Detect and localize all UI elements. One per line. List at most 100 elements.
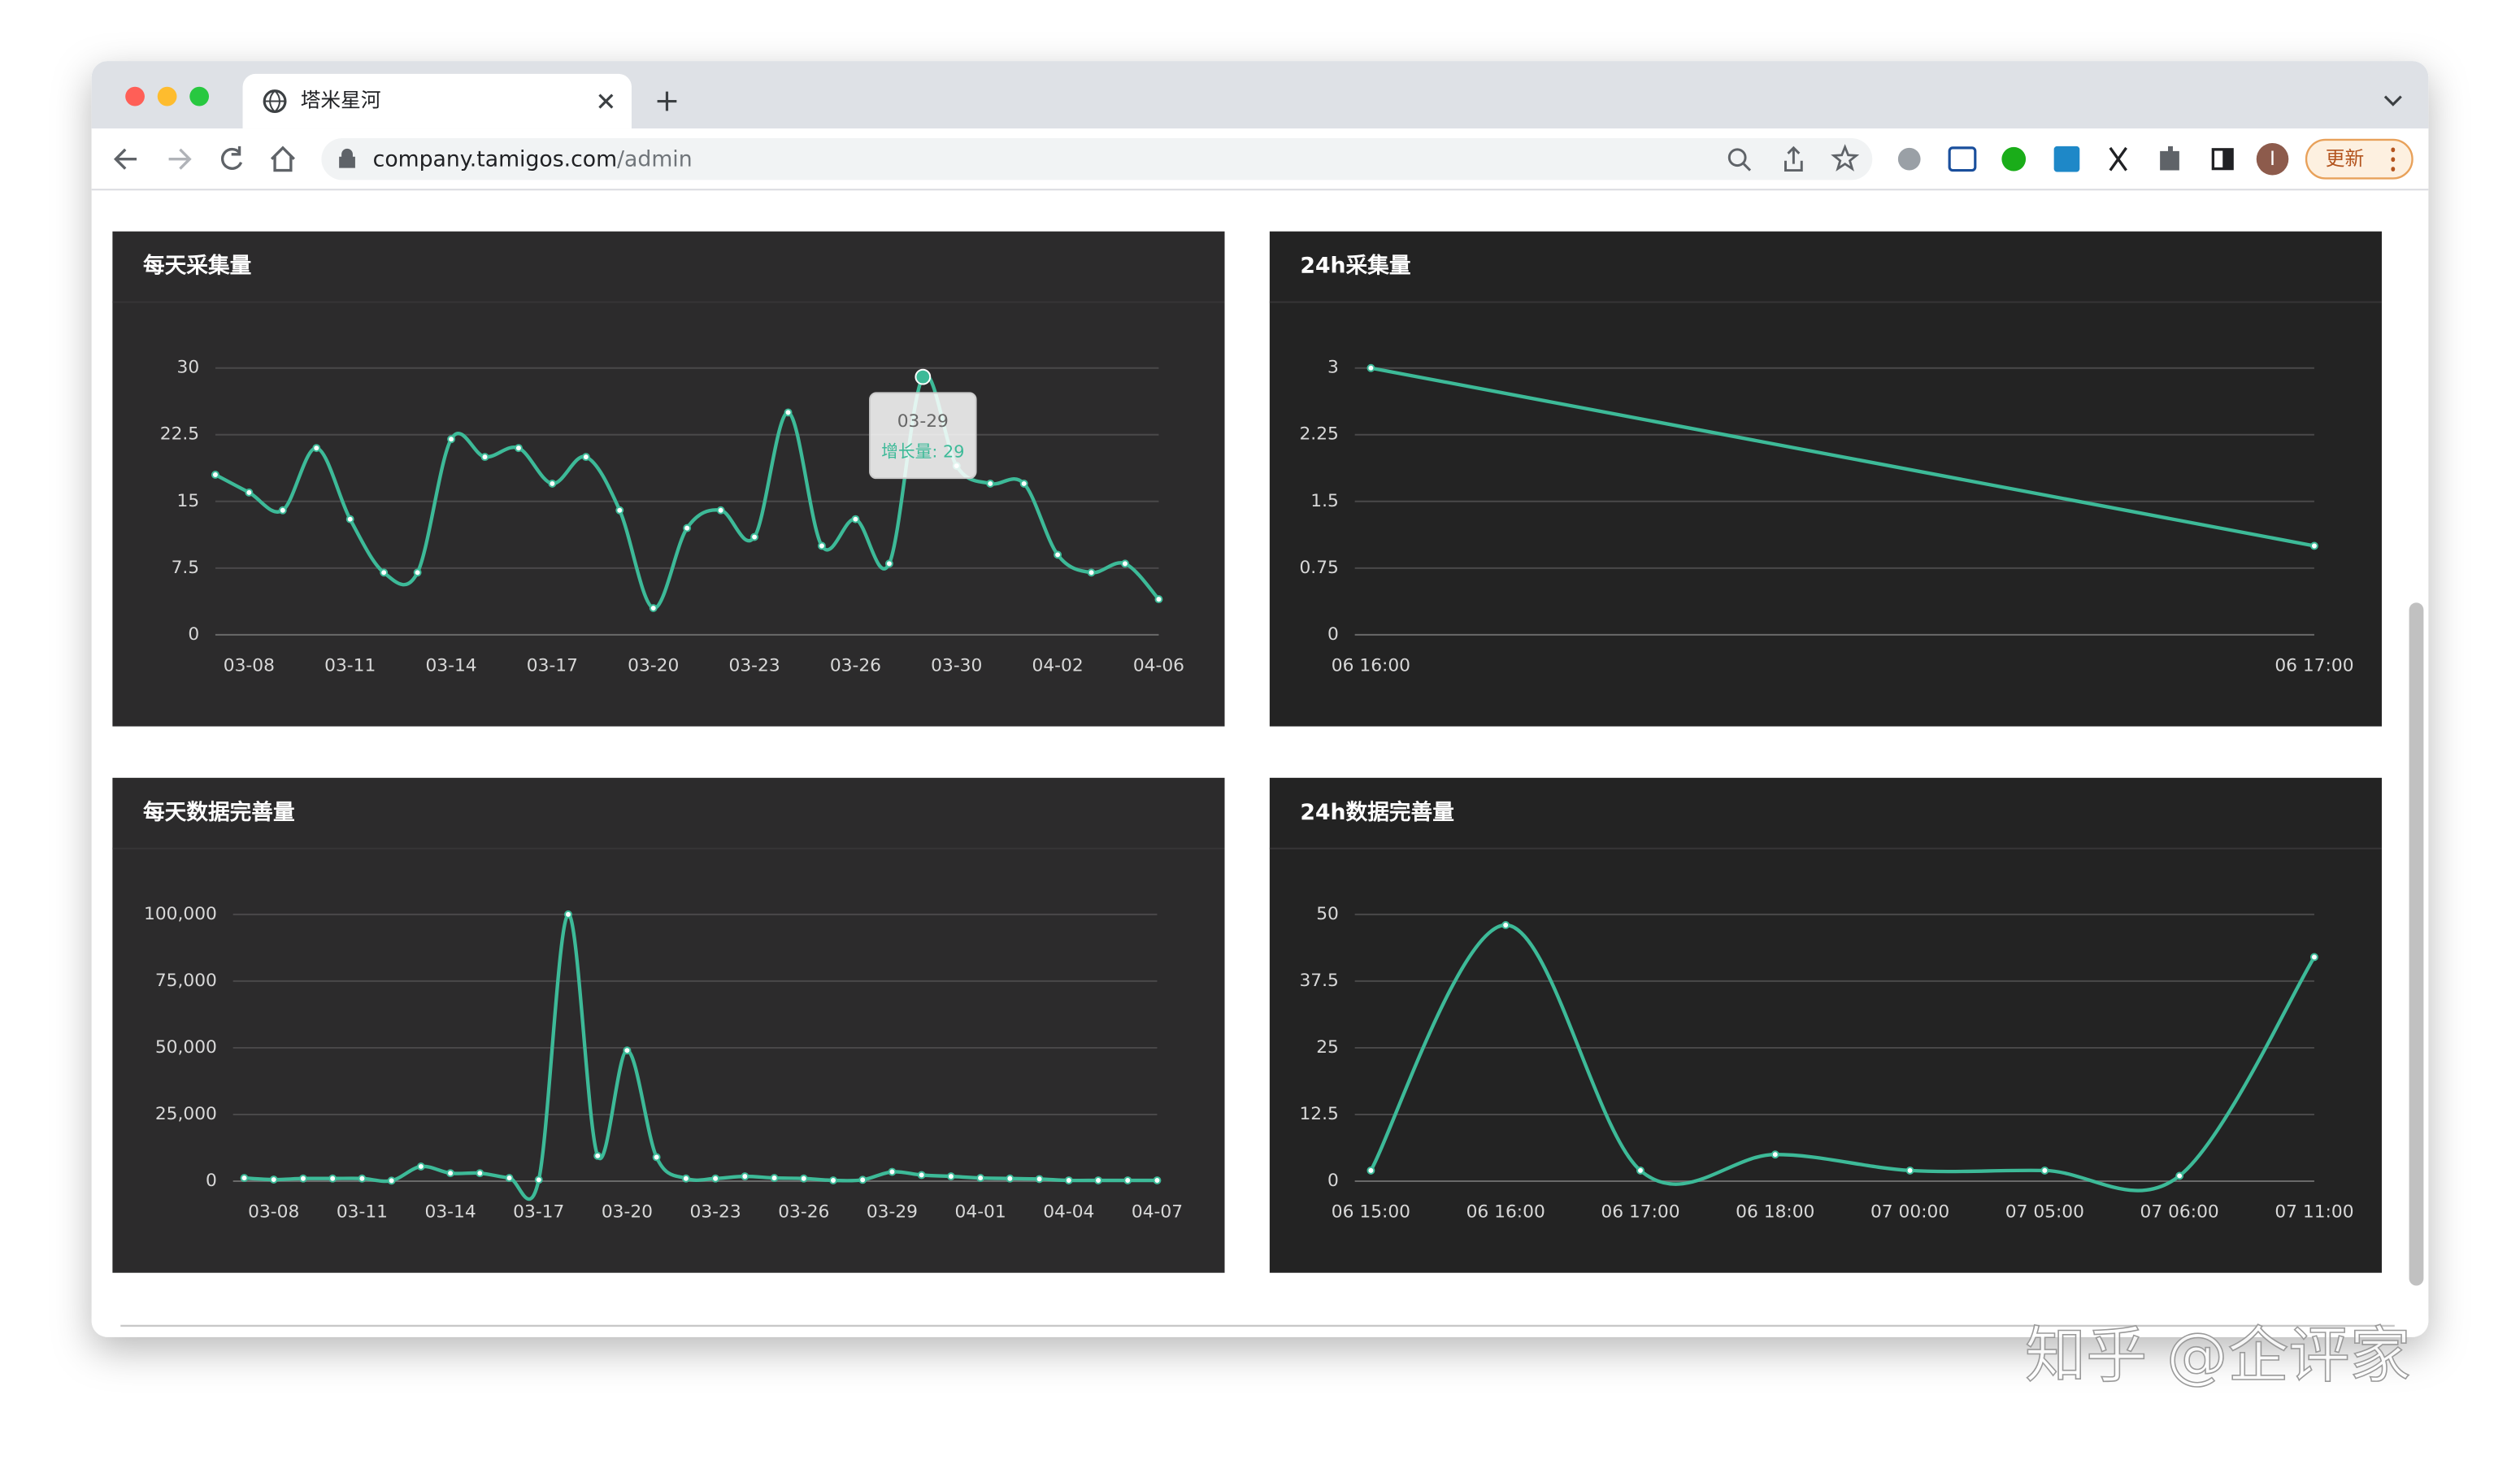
scrollbar-thumb[interactable]	[2409, 602, 2424, 1286]
tab-close[interactable]	[598, 93, 614, 109]
y-tick-label: 22.5	[160, 424, 199, 445]
x-tick-label: 03-29	[867, 1202, 918, 1223]
data-point	[312, 444, 321, 453]
extension-4[interactable]	[2053, 146, 2080, 172]
active-tab[interactable]	[242, 73, 632, 129]
x-tick-label: 04-02	[1032, 655, 1084, 676]
x-tick-label: 03-20	[628, 655, 679, 676]
y-tick-label: 25	[1316, 1037, 1339, 1058]
new-tab[interactable]	[657, 91, 677, 111]
panel-background	[1269, 231, 2382, 727]
tab-favicon-globe	[265, 89, 285, 113]
extension-1[interactable]	[1897, 147, 1921, 171]
data-point	[476, 1169, 484, 1178]
x-tick-label: 03-08	[248, 1202, 299, 1223]
data-point	[615, 506, 624, 515]
address-bar[interactable]	[321, 138, 1873, 180]
y-tick-label: 30	[176, 358, 199, 378]
data-point	[534, 1175, 543, 1184]
side-panel-fill	[2222, 149, 2233, 169]
zoom-icon-handle	[1743, 163, 1752, 172]
y-tick-label: 12.5	[1299, 1104, 1338, 1124]
y-tick-label: 75,000	[155, 971, 217, 991]
extension-5[interactable]	[2109, 146, 2127, 172]
tab-title: 塔米星河	[301, 89, 381, 112]
data-point	[299, 1174, 307, 1183]
x-tick-label: 06 15:00	[1332, 1202, 1410, 1223]
data-point	[750, 532, 759, 541]
series-line	[1371, 366, 2315, 548]
home-button[interactable]	[270, 146, 295, 172]
tab-strip	[91, 61, 2429, 129]
data-point	[358, 1174, 367, 1183]
chart-panel: 24h采集量 0 0.75 1.5 2.25 3 06 16:00 06 17:00	[1269, 231, 2382, 727]
back-button[interactable]	[113, 148, 137, 170]
data-point	[269, 1175, 278, 1184]
x-tick-label: 03-08	[224, 655, 275, 676]
extension-3[interactable]	[2001, 146, 2027, 172]
forward-button[interactable]	[168, 148, 192, 170]
data-point	[1064, 1176, 1073, 1184]
x-tick-label: 03-11	[337, 1202, 388, 1223]
x-tick-label: 03-20	[602, 1202, 653, 1223]
chart-panel: 24h数据完善量 0 12.5 25 37.5 50 06 15:00 06 16:00 06 …	[1269, 777, 2382, 1273]
data-point	[2309, 541, 2318, 550]
x-tick-label: 04-01	[955, 1202, 1006, 1223]
y-tick-label: 0	[206, 1171, 217, 1191]
data-point	[741, 1172, 749, 1181]
data-point	[380, 568, 389, 577]
data-point	[345, 515, 354, 524]
data-point	[1366, 363, 1375, 372]
x-tick-label: 03-30	[931, 655, 982, 676]
chart-title: 24h采集量	[1300, 254, 1410, 279]
y-tick-label: 7.5	[172, 558, 200, 578]
extensions-button[interactable]	[2160, 146, 2179, 171]
data-point	[387, 1176, 396, 1185]
data-point	[581, 453, 590, 462]
minimize-window[interactable]	[157, 86, 177, 106]
data-point	[946, 1172, 955, 1181]
x-tick-label: 04-04	[1043, 1202, 1094, 1223]
maximize-window[interactable]	[189, 86, 210, 106]
lock-icon[interactable]	[339, 148, 355, 168]
close-window[interactable]	[125, 86, 145, 106]
update-button[interactable]	[2305, 138, 2414, 180]
data-point	[515, 444, 523, 453]
x-tick-label: 07 00:00	[1870, 1202, 1949, 1223]
y-tick-label: 15	[176, 491, 199, 511]
data-point	[652, 1153, 661, 1162]
x-tick-label: 03-11	[324, 655, 376, 676]
x-tick-label: 06 17:00	[2275, 655, 2353, 676]
y-tick-label: 0.75	[1299, 558, 1338, 578]
share-icon[interactable]	[1784, 146, 1803, 172]
data-point	[976, 1174, 985, 1183]
profile-avatar[interactable]	[2256, 142, 2289, 176]
data-point	[829, 1176, 837, 1184]
data-point	[446, 1169, 455, 1178]
tab-search[interactable]	[2383, 95, 2402, 106]
panel-background	[112, 231, 1225, 727]
y-tick-label: 100,000	[144, 904, 217, 924]
data-point	[1501, 921, 1510, 929]
data-point	[1153, 1176, 1162, 1184]
data-point	[681, 1174, 690, 1183]
data-point	[683, 524, 692, 532]
data-point	[784, 408, 793, 417]
x-tick-label: 03-26	[830, 655, 881, 676]
reload-button[interactable]	[220, 146, 243, 170]
x-tick-label: 03-26	[778, 1202, 829, 1223]
bookmark-icon[interactable]	[1831, 144, 1860, 172]
y-tick-label: 0	[188, 624, 199, 645]
y-tick-label: 37.5	[1299, 971, 1338, 991]
data-point	[1035, 1175, 1044, 1184]
zoom-icon[interactable]	[1727, 148, 1747, 167]
panel-background	[112, 777, 1225, 1273]
x-tick-label: 03-23	[729, 655, 780, 676]
data-point	[413, 568, 422, 577]
data-point	[548, 479, 557, 488]
data-point	[1006, 1174, 1015, 1183]
highlighted-point	[915, 368, 932, 385]
chart-panel: 每天采集量 0 7.5 15 22.5 30 03-08 03-11 03-14 03-17 03-…	[112, 231, 1225, 727]
extension-2[interactable]	[1948, 146, 1977, 172]
